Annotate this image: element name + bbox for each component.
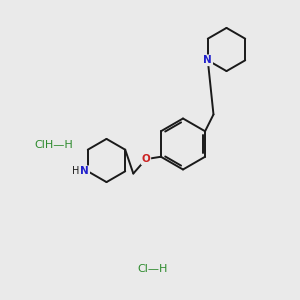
Text: N: N <box>80 166 89 176</box>
Text: N: N <box>203 55 212 65</box>
Text: ClH—H: ClH—H <box>34 140 73 151</box>
Text: O: O <box>142 154 150 164</box>
Text: H: H <box>71 166 79 176</box>
Text: Cl—H: Cl—H <box>138 263 168 274</box>
